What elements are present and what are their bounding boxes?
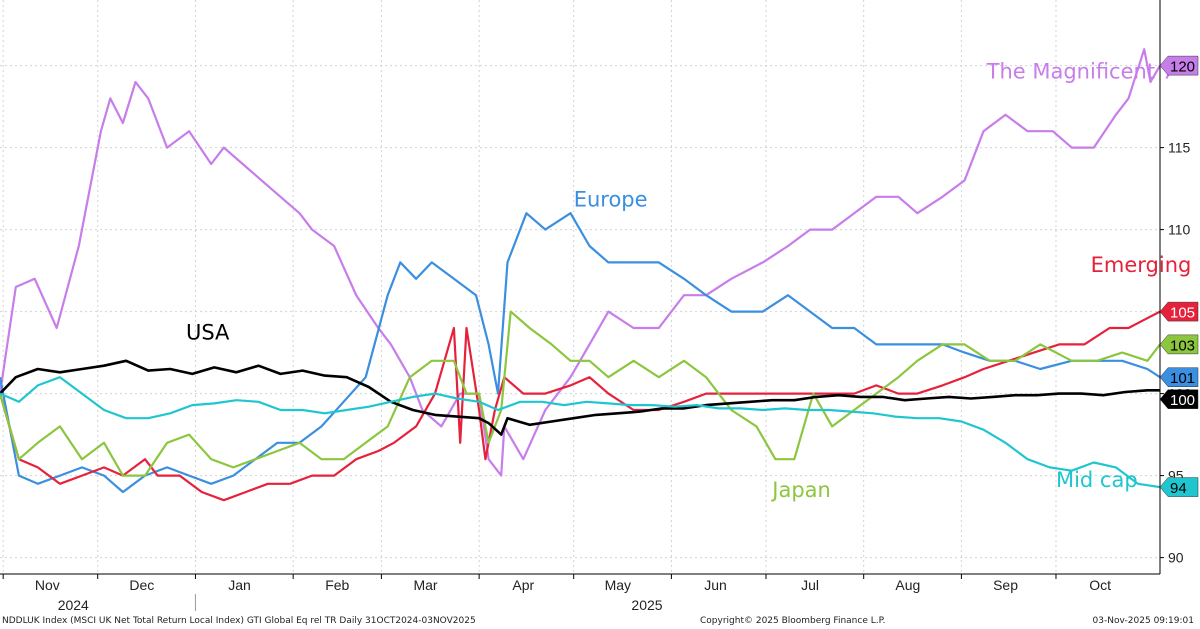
x-tick-label: Dec — [129, 577, 154, 593]
series-annotation: Emerging — [1091, 253, 1192, 277]
y-tick-label: 90 — [1168, 550, 1184, 566]
last-value-badge — [1159, 334, 1199, 355]
line-chart: The Magnificent 7 Europe Emerging USA Japan M… — [0, 0, 1199, 612]
last-value-badge — [1159, 389, 1199, 409]
series-annotation: Japan — [770, 478, 831, 502]
x-year-label: 2024 — [58, 597, 89, 612]
plot-background — [0, 0, 1160, 574]
series-line-the-magnificent-7 — [0, 48, 1161, 477]
x-tick-label: Jan — [228, 577, 251, 593]
annotations: The Magnificent 7 Europe Emerging USA Japan M… — [186, 60, 1191, 502]
grid — [0, 0, 1160, 574]
x-tick-label: Jun — [704, 577, 727, 593]
series-line-japan — [0, 310, 1161, 477]
last-value-label: 105 — [1170, 305, 1195, 322]
series-line-usa — [0, 359, 1160, 436]
y-tick-label: 110 — [1168, 222, 1191, 238]
y-tick-label: 115 — [1168, 140, 1191, 156]
last-value-badges: 120 105 103 101 100 94 — [1159, 55, 1199, 497]
x-year-label: 2025 — [631, 597, 662, 612]
last-value-label: 103 — [1170, 337, 1195, 354]
footer: NDDLUK Index (MSCI UK Net Total Return L… — [0, 613, 1200, 629]
x-tick-label: Oct — [1089, 577, 1111, 593]
footer-timestamp: 03-Nov-2025 09:19:01 — [1092, 616, 1194, 626]
last-value-badge — [1159, 55, 1199, 76]
last-value-badge — [1159, 301, 1199, 322]
x-tick-label: Sep — [993, 577, 1018, 593]
x-tick-label: Jul — [801, 577, 819, 593]
series-annotation: USA — [186, 320, 230, 344]
x-tick-label: Nov — [35, 577, 60, 593]
series-annotation: The Magnificent 7 — [986, 60, 1175, 84]
last-value-label: 120 — [1170, 59, 1195, 76]
x-tick-label: May — [605, 577, 631, 593]
footer-source: NDDLUK Index (MSCI UK Net Total Return L… — [2, 616, 476, 626]
last-value-label: 101 — [1170, 370, 1195, 387]
last-value-badge — [1159, 367, 1199, 387]
series-annotation: Europe — [574, 188, 648, 212]
series-annotation: Mid cap — [1056, 468, 1138, 492]
x-tick-label: Apr — [512, 577, 534, 593]
series-lines — [0, 48, 1161, 502]
series-line-mid-cap — [0, 376, 1161, 489]
last-value-badge — [1159, 477, 1199, 497]
x-tick-label: Feb — [325, 577, 349, 593]
last-value-label: 94 — [1170, 480, 1187, 497]
x-tick-label: Mar — [413, 577, 437, 593]
footer-copyright: Copyright© 2025 Bloomberg Finance L.P. — [700, 616, 886, 626]
last-value-label: 100 — [1170, 392, 1195, 409]
x-axis: Nov Dec Jan Feb Mar Apr May Jun Jul Aug Sep Oct 2024… — [0, 573, 1160, 612]
series-line-emerging — [0, 310, 1161, 502]
x-tick-label: Aug — [895, 577, 920, 593]
